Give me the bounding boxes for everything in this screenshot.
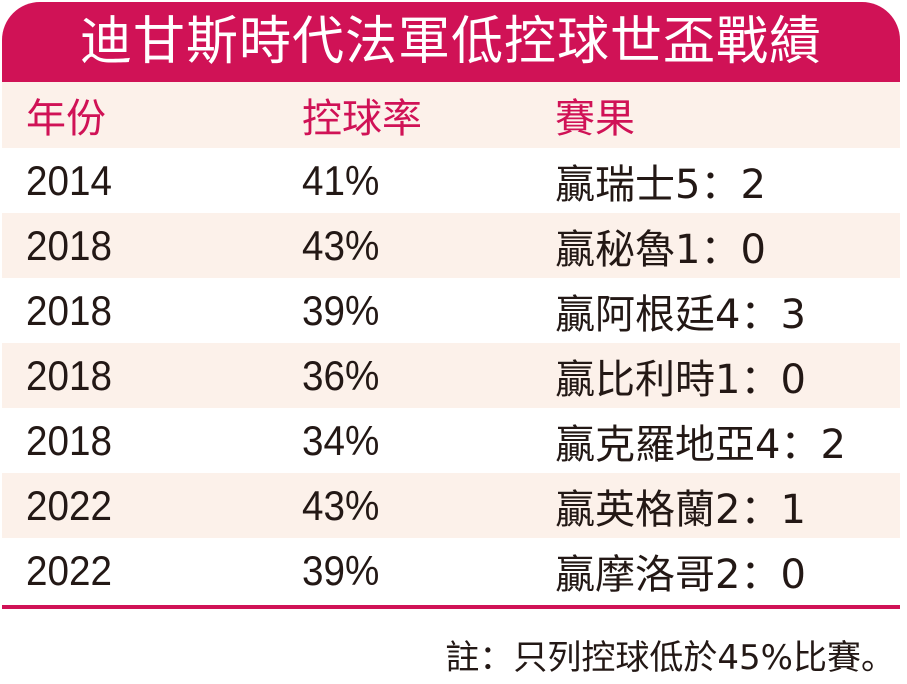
bottom-divider — [2, 605, 900, 609]
header-possession: 控球率 — [302, 96, 422, 142]
cell-possession: 39% — [302, 286, 380, 334]
table-row: 2022 39% 贏摩洛哥2：0 — [2, 538, 900, 603]
table-row: 2014 41% 贏瑞士5：2 — [2, 148, 900, 213]
table-header: 年份 控球率 賽果 — [2, 82, 900, 148]
cell-possession: 41% — [302, 156, 380, 204]
cell-year: 2014 — [26, 156, 112, 204]
results-table: 年份 控球率 賽果 2014 41% 贏瑞士5：2 2018 43% 贏秘魯1：… — [2, 82, 900, 603]
cell-result: 贏英格蘭2：1 — [555, 486, 806, 533]
cell-result: 贏秘魯1：0 — [555, 226, 766, 273]
cell-year: 2022 — [26, 481, 112, 529]
cell-possession: 36% — [302, 351, 380, 399]
cell-result: 贏摩洛哥2：0 — [555, 551, 806, 598]
cell-result: 贏阿根廷4：3 — [555, 291, 806, 338]
cell-year: 2018 — [26, 416, 112, 464]
cell-possession: 43% — [302, 221, 380, 269]
title-bar: 迪甘斯時代法軍低控球世盃戰績 — [2, 2, 900, 82]
header-year: 年份 — [26, 96, 106, 142]
table-row: 2018 39% 贏阿根廷4：3 — [2, 278, 900, 343]
page-title: 迪甘斯時代法軍低控球世盃戰績 — [79, 12, 822, 72]
table-row: 2018 34% 贏克羅地亞4：2 — [2, 408, 900, 473]
cell-result: 贏比利時1：0 — [555, 356, 806, 403]
cell-result: 贏克羅地亞4：2 — [555, 421, 846, 468]
cell-year: 2022 — [26, 546, 112, 594]
cell-year: 2018 — [26, 351, 112, 399]
footnote: 註：只列控球低於45%比賽。 — [445, 638, 895, 678]
header-result: 賽果 — [555, 96, 635, 142]
cell-year: 2018 — [26, 286, 112, 334]
cell-year: 2018 — [26, 221, 112, 269]
table-row: 2022 43% 贏英格蘭2：1 — [2, 473, 900, 538]
cell-possession: 43% — [302, 481, 380, 529]
cell-possession: 39% — [302, 546, 380, 594]
table-row: 2018 36% 贏比利時1：0 — [2, 343, 900, 408]
cell-possession: 34% — [302, 416, 380, 464]
table-row: 2018 43% 贏秘魯1：0 — [2, 213, 900, 278]
cell-result: 贏瑞士5：2 — [555, 161, 766, 208]
